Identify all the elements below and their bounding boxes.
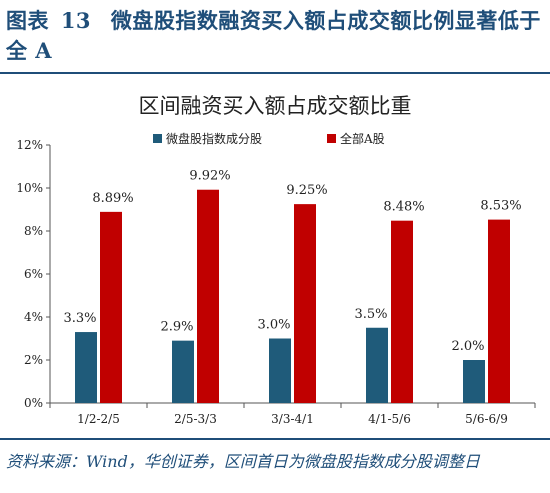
bar-series-1 [366,327,388,403]
figure-header: 图表 13 微盘股指数融资买入额占成交额比例显著低于全 A [0,0,550,75]
legend-label-series-2: 全部A股 [340,132,385,146]
footer-rule [0,438,550,440]
chart-title: 区间融资买入额占成交额比重 [138,94,412,118]
legend-swatch-series-2 [327,134,336,143]
data-label-series-1: 2.0% [451,339,484,354]
figure-title-number: 13 [60,8,92,33]
data-label-series-2: 8.89% [92,191,133,206]
y-tick-label: 8% [24,224,43,238]
data-label-series-2: 9.25% [286,183,327,198]
legend-item-series-1: 微盘股指数成分股 [153,130,262,147]
x-tick-label: 3/3-4/1 [271,412,314,426]
bar-series-1 [269,338,291,403]
y-tick-label: 0% [24,396,43,410]
bar-series-2 [391,220,413,403]
chart-data-labels: 3.3% 8.89% 2.9% 9.92% 3.0% 9.25% 3.5% 8.48% 2.0%… [63,169,521,354]
data-label-series-1: 3.0% [257,318,290,333]
chart-axes: 0% 2% 4% 6% 8% 10% 12% 1/2-2/5 2/5-3/3 3/3-4/1 4/1… [16,138,536,426]
bar-series-2 [197,189,219,403]
y-tick-label: 2% [24,353,43,367]
data-label-series-2: 8.48% [383,200,424,215]
bar-series-2 [100,211,122,403]
bar-series-1 [172,340,194,403]
data-label-series-2: 8.53% [480,199,521,214]
y-tick-label: 4% [24,310,43,324]
figure-title: 图表 13 微盘股指数融资买入额占成交额比例显著低于全 A [6,6,546,66]
y-tick-label: 10% [16,181,43,195]
data-label-series-1: 3.3% [63,311,96,326]
chart-bars [75,189,510,403]
figure-title-prefix: 图表 [6,8,49,33]
data-label-series-2: 9.92% [189,169,230,184]
legend-swatch-series-1 [153,134,162,143]
y-tick-label: 6% [24,267,43,281]
x-tick-label: 4/1-5/6 [368,412,411,426]
bar-series-1 [75,332,97,403]
bar-series-1 [463,360,485,403]
bar-series-2 [294,204,316,403]
source-note: 资料来源：Wind，华创证券，区间首日为微盘股指数成分股调整日 [6,452,480,471]
figure-title-text: 微盘股指数融资买入额占成交额比例显著低于全 A [6,8,541,63]
legend-label-series-1: 微盘股指数成分股 [166,132,263,146]
header-rule [0,72,550,74]
x-tick-label: 5/6-6/9 [465,412,508,426]
bar-series-2 [488,219,510,403]
x-tick-label: 2/5-3/3 [174,412,217,426]
legend-item-series-2: 全部A股 [327,130,385,147]
data-label-series-1: 2.9% [160,320,193,335]
x-tick-label: 1/2-2/5 [77,412,120,426]
data-label-series-1: 3.5% [354,307,387,322]
y-tick-label: 12% [16,138,43,152]
